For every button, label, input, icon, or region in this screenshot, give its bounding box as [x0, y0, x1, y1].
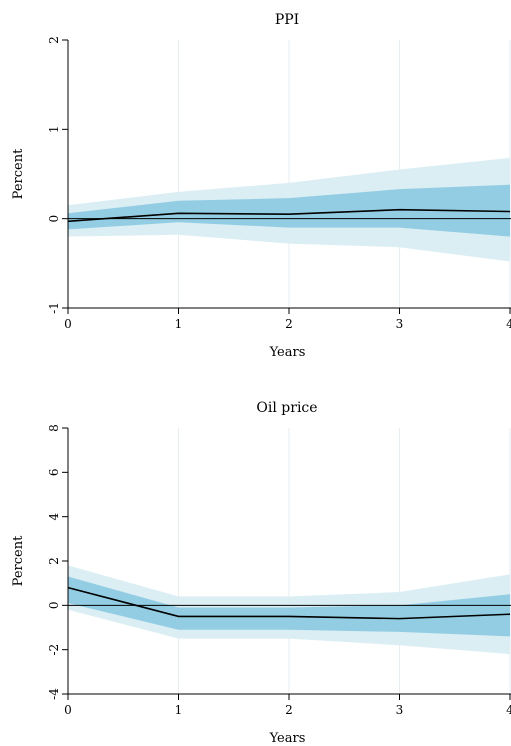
y-tick-label: 1: [47, 126, 61, 134]
y-tick-label: 2: [47, 557, 61, 565]
x-tick-label: 2: [285, 703, 293, 717]
x-tick-label: 4: [506, 703, 511, 717]
y-tick-label: 8: [47, 424, 61, 432]
x-tick-label: 1: [175, 703, 183, 717]
x-tick-label: 2: [285, 317, 293, 331]
x-tick-label: 3: [396, 317, 404, 331]
impulse-response-line: [67, 586, 511, 620]
x-tick-label: 4: [506, 317, 511, 331]
panel-title: PPI: [275, 12, 299, 28]
x-tick-label: 0: [64, 703, 72, 717]
x-tick-label: 0: [64, 317, 72, 331]
y-tick-label: 0: [47, 602, 61, 610]
y-tick-label: 2: [47, 36, 61, 44]
x-tick-label: 3: [396, 703, 404, 717]
inner-confidence-band: [68, 576, 510, 637]
y-tick-label: -1: [47, 302, 61, 314]
x-axis-label: Years: [269, 731, 306, 746]
y-tick-label: 6: [47, 469, 61, 477]
y-tick-label: -2: [47, 644, 61, 656]
impulse-response-line: [67, 208, 511, 223]
y-axis-label: Percent: [11, 148, 26, 199]
y-tick-label: -4: [47, 688, 61, 700]
inner-confidence-band: [68, 184, 510, 237]
oil-price-panel: Oil price -4 -2 0 2 4 6 8 0 1 2 3 4 Years Percent: [11, 400, 511, 746]
y-tick-label: 0: [47, 215, 61, 223]
x-tick-label: 1: [175, 317, 183, 331]
y-tick-label: 4: [47, 512, 61, 520]
y-axis-label: Percent: [11, 535, 26, 586]
panel-title: Oil price: [256, 400, 317, 416]
x-axis-label: Years: [269, 345, 306, 360]
